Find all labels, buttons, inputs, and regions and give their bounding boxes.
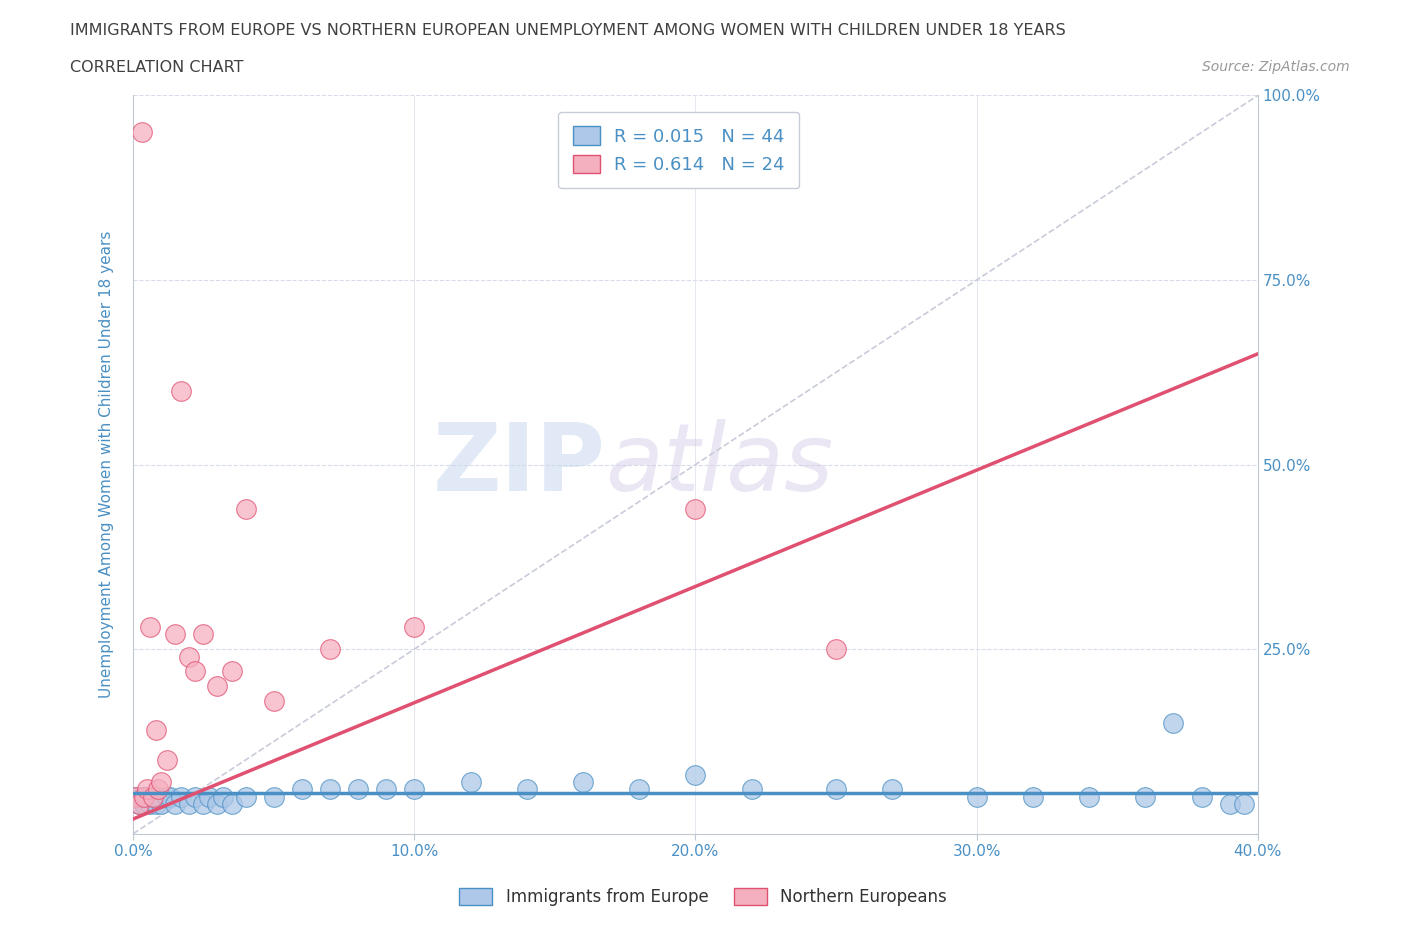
Point <box>165 627 187 642</box>
Point <box>142 790 165 804</box>
Text: ZIP: ZIP <box>433 418 606 511</box>
Point <box>145 723 167 737</box>
Point <box>193 797 215 812</box>
Point <box>134 797 156 812</box>
Point <box>685 501 707 516</box>
Point <box>966 790 988 804</box>
Point <box>139 797 162 812</box>
Point <box>291 782 314 797</box>
Point <box>572 775 595 790</box>
Point <box>179 797 201 812</box>
Point <box>404 782 426 797</box>
Point <box>170 383 193 398</box>
Point <box>460 775 482 790</box>
Point <box>156 752 179 767</box>
Point <box>1022 790 1045 804</box>
Point <box>139 619 162 634</box>
Point <box>184 790 207 804</box>
Point <box>1078 790 1101 804</box>
Point <box>1135 790 1157 804</box>
Point <box>741 782 763 797</box>
Point <box>212 790 235 804</box>
Point <box>1233 797 1256 812</box>
Point <box>263 694 285 709</box>
Point <box>136 782 159 797</box>
Point <box>319 642 342 657</box>
Point <box>125 790 148 804</box>
Point <box>263 790 285 804</box>
Point <box>125 790 148 804</box>
Point <box>319 782 342 797</box>
Point <box>131 790 153 804</box>
Point <box>148 782 170 797</box>
Point <box>128 797 150 812</box>
Point <box>159 790 181 804</box>
Point <box>179 649 201 664</box>
Y-axis label: Unemployment Among Women with Children Under 18 years: Unemployment Among Women with Children U… <box>100 231 114 698</box>
Point <box>207 679 229 694</box>
Point <box>516 782 538 797</box>
Point <box>1191 790 1213 804</box>
Point <box>235 501 257 516</box>
Legend: R = 0.015   N = 44, R = 0.614   N = 24: R = 0.015 N = 44, R = 0.614 N = 24 <box>558 112 799 189</box>
Point <box>131 125 153 140</box>
Point <box>825 642 848 657</box>
Point <box>685 767 707 782</box>
Point <box>184 664 207 679</box>
Legend: Immigrants from Europe, Northern Europeans: Immigrants from Europe, Northern Europea… <box>453 881 953 912</box>
Point <box>235 790 257 804</box>
Point <box>628 782 651 797</box>
Point <box>142 790 165 804</box>
Point <box>1163 715 1185 730</box>
Point <box>134 790 156 804</box>
Point <box>347 782 370 797</box>
Point <box>148 790 170 804</box>
Text: CORRELATION CHART: CORRELATION CHART <box>70 60 243 75</box>
Point <box>221 797 243 812</box>
Text: Source: ZipAtlas.com: Source: ZipAtlas.com <box>1202 60 1350 74</box>
Text: atlas: atlas <box>606 419 834 510</box>
Point <box>207 797 229 812</box>
Text: IMMIGRANTS FROM EUROPE VS NORTHERN EUROPEAN UNEMPLOYMENT AMONG WOMEN WITH CHILDR: IMMIGRANTS FROM EUROPE VS NORTHERN EUROP… <box>70 23 1066 38</box>
Point <box>165 797 187 812</box>
Point <box>198 790 221 804</box>
Point <box>150 797 173 812</box>
Point <box>145 797 167 812</box>
Point <box>1219 797 1241 812</box>
Point <box>156 790 179 804</box>
Point <box>150 775 173 790</box>
Point <box>404 619 426 634</box>
Point <box>882 782 904 797</box>
Point <box>193 627 215 642</box>
Point <box>170 790 193 804</box>
Point <box>375 782 398 797</box>
Point <box>825 782 848 797</box>
Point <box>221 664 243 679</box>
Point <box>128 797 150 812</box>
Point <box>136 790 159 804</box>
